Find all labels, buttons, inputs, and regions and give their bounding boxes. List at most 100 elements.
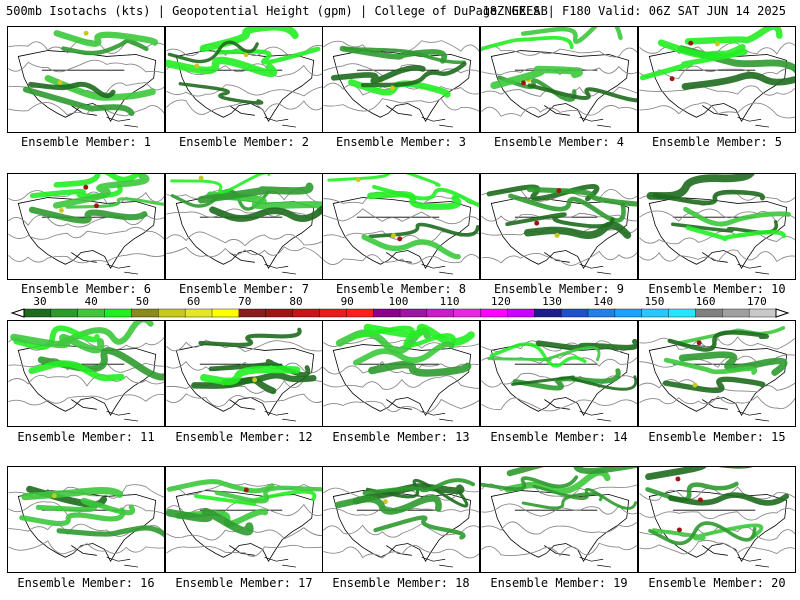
jet-core <box>675 476 681 482</box>
height-contour <box>166 339 322 353</box>
ensemble-member-label: Ensemble Member: 14 <box>490 430 628 444</box>
jet-streak <box>373 515 466 540</box>
map-canvas <box>166 174 322 275</box>
jet-core <box>669 76 675 82</box>
colorbar-swatch <box>722 308 750 318</box>
jet-streak <box>651 523 764 541</box>
colorbar-tick-label: 50 <box>135 295 150 308</box>
jet-streak <box>56 525 164 538</box>
height-contour <box>323 398 479 414</box>
jet-streak <box>21 486 124 501</box>
colorbar-swatch <box>587 308 616 318</box>
colorbar-swatch <box>480 308 509 318</box>
colorbar-swatch <box>104 308 133 318</box>
height-contour <box>8 102 164 117</box>
jet-streak <box>198 327 302 347</box>
ensemble-member-label: Ensemble Member: 8 <box>335 282 467 296</box>
ensemble-member-label: Ensemble Member: 12 <box>175 430 313 444</box>
height-contour <box>323 544 479 559</box>
jet-streak <box>339 45 447 64</box>
map-canvas <box>323 478 479 568</box>
map-canvas <box>639 467 795 568</box>
jet-streak <box>28 206 148 224</box>
map-canvas <box>8 321 164 422</box>
colorbar-swatch <box>50 308 79 318</box>
map-canvas <box>639 174 795 275</box>
jet-streak <box>28 360 125 382</box>
ensemble-map-6 <box>7 173 165 280</box>
jet-streak <box>352 341 455 366</box>
jet-streak <box>489 342 587 368</box>
jet-streak <box>362 478 475 495</box>
jet-core <box>397 236 403 242</box>
jet-streak <box>506 467 637 477</box>
jet-streak <box>367 190 462 210</box>
jet-streak <box>167 40 259 64</box>
jet-core <box>94 203 99 209</box>
colorbar-swatch <box>668 308 697 318</box>
ensemble-member-label: Ensemble Member: 18 <box>332 576 470 590</box>
jet-streak <box>61 38 149 56</box>
ensemble-member-label: Ensemble Member: 2 <box>178 135 310 149</box>
jet-core <box>391 233 396 239</box>
colorbar-swatch <box>507 308 535 318</box>
jet-streak <box>486 184 600 202</box>
height-contour <box>639 539 795 555</box>
colorbar-swatch <box>238 308 267 318</box>
map-canvas <box>8 174 164 275</box>
height-contour <box>639 83 795 96</box>
jet-streak <box>343 46 466 65</box>
map-canvas <box>639 27 795 128</box>
caribbean-islands <box>421 556 454 568</box>
ensemble-member-label: Ensemble Member: 9 <box>493 282 625 296</box>
caribbean-islands <box>737 116 770 128</box>
colorbar-tick-label: 110 <box>439 295 460 308</box>
ensemble-map-20 <box>638 466 796 573</box>
coastline <box>332 197 472 270</box>
jet-streak <box>532 484 637 510</box>
jet-streak <box>685 225 787 241</box>
height-contour <box>481 397 637 412</box>
jet-streak <box>487 346 601 362</box>
caribbean-islands <box>106 410 139 422</box>
jet-streak <box>10 333 105 354</box>
height-contour <box>481 105 637 117</box>
jet-streak <box>360 61 467 88</box>
colorbar-swatch <box>319 308 347 318</box>
jet-core <box>390 85 395 91</box>
ensemble-member-label: Ensemble Member: 17 <box>175 576 313 590</box>
ensemble-map-5 <box>638 26 796 133</box>
jet-streak <box>645 467 753 481</box>
jet-streak <box>645 481 739 502</box>
jet-streak <box>678 351 788 376</box>
ensemble-map-10 <box>638 173 796 280</box>
height-contour <box>166 84 322 97</box>
border-lines <box>672 509 756 556</box>
header-model-valid: 18Z GEFS | F180 Valid: 06Z SAT JUN 14 20… <box>482 4 786 18</box>
jet-streak <box>197 182 314 204</box>
jet-streak <box>361 234 461 260</box>
jet-streak <box>662 376 766 394</box>
jet-streak <box>681 71 795 90</box>
jet-core <box>676 527 682 533</box>
colorbar-swatch <box>131 308 159 318</box>
jet-streak <box>652 189 766 206</box>
colorbar-tick-label: 100 <box>388 295 409 308</box>
height-contour <box>8 540 164 555</box>
colorbar-swatch <box>292 308 321 318</box>
ensemble-map-17 <box>165 466 323 573</box>
height-contour <box>481 542 637 557</box>
caribbean-islands <box>264 116 297 128</box>
colorbar-swatch <box>534 308 562 318</box>
jet-streak <box>208 359 311 377</box>
jet-streak <box>53 30 159 47</box>
jet-streak <box>327 174 441 187</box>
jet-streak <box>368 360 472 377</box>
map-canvas <box>323 323 479 422</box>
height-contour <box>323 523 479 538</box>
ensemble-map-18 <box>322 466 480 573</box>
colorbar: 30 40 50 60 70 80 90 100 110 120 130 140 150 160 170 <box>0 296 800 320</box>
ensemble-map-3 <box>322 26 480 133</box>
ensemble-member-label: Ensemble Member: 6 <box>20 282 152 296</box>
caribbean-islands <box>579 116 612 128</box>
